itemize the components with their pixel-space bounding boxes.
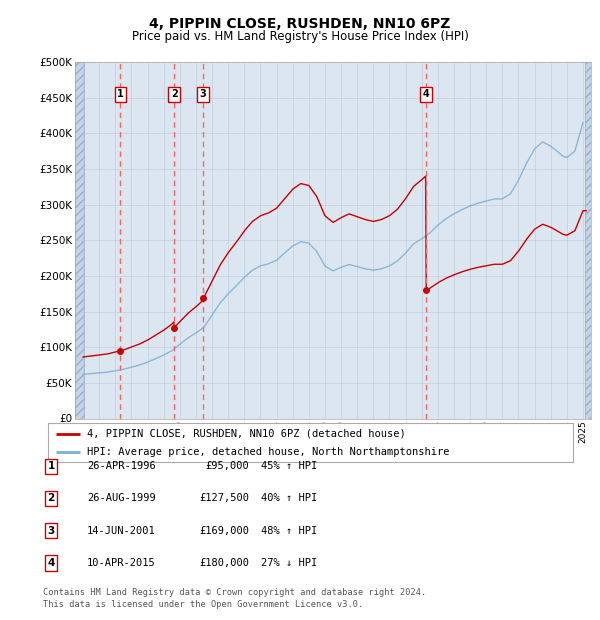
Text: 4, PIPPIN CLOSE, RUSHDEN, NN10 6PZ (detached house): 4, PIPPIN CLOSE, RUSHDEN, NN10 6PZ (deta… bbox=[88, 429, 406, 439]
Text: 1: 1 bbox=[47, 461, 55, 471]
Text: Price paid vs. HM Land Registry's House Price Index (HPI): Price paid vs. HM Land Registry's House … bbox=[131, 30, 469, 43]
Text: 40% ↑ HPI: 40% ↑ HPI bbox=[261, 494, 317, 503]
Text: 4: 4 bbox=[422, 89, 430, 99]
Text: 26-AUG-1999: 26-AUG-1999 bbox=[87, 494, 156, 503]
Text: Contains HM Land Registry data © Crown copyright and database right 2024.
This d: Contains HM Land Registry data © Crown c… bbox=[43, 588, 427, 609]
Text: 14-JUN-2001: 14-JUN-2001 bbox=[87, 526, 156, 536]
Text: 2: 2 bbox=[47, 494, 55, 503]
Text: 45% ↑ HPI: 45% ↑ HPI bbox=[261, 461, 317, 471]
Text: 3: 3 bbox=[200, 89, 206, 99]
Text: HPI: Average price, detached house, North Northamptonshire: HPI: Average price, detached house, Nort… bbox=[88, 447, 450, 458]
Text: £95,000: £95,000 bbox=[205, 461, 249, 471]
Text: 48% ↑ HPI: 48% ↑ HPI bbox=[261, 526, 317, 536]
Bar bbox=[584, 62, 591, 419]
Text: 4, PIPPIN CLOSE, RUSHDEN, NN10 6PZ: 4, PIPPIN CLOSE, RUSHDEN, NN10 6PZ bbox=[149, 17, 451, 32]
Text: 26-APR-1996: 26-APR-1996 bbox=[87, 461, 156, 471]
Text: 2: 2 bbox=[171, 89, 178, 99]
Bar bbox=[75, 62, 85, 419]
Text: 3: 3 bbox=[47, 526, 55, 536]
Text: 4: 4 bbox=[47, 558, 55, 568]
Text: £127,500: £127,500 bbox=[199, 494, 249, 503]
Text: 27% ↓ HPI: 27% ↓ HPI bbox=[261, 558, 317, 568]
Text: 10-APR-2015: 10-APR-2015 bbox=[87, 558, 156, 568]
Text: 1: 1 bbox=[117, 89, 124, 99]
Text: £180,000: £180,000 bbox=[199, 558, 249, 568]
Text: £169,000: £169,000 bbox=[199, 526, 249, 536]
